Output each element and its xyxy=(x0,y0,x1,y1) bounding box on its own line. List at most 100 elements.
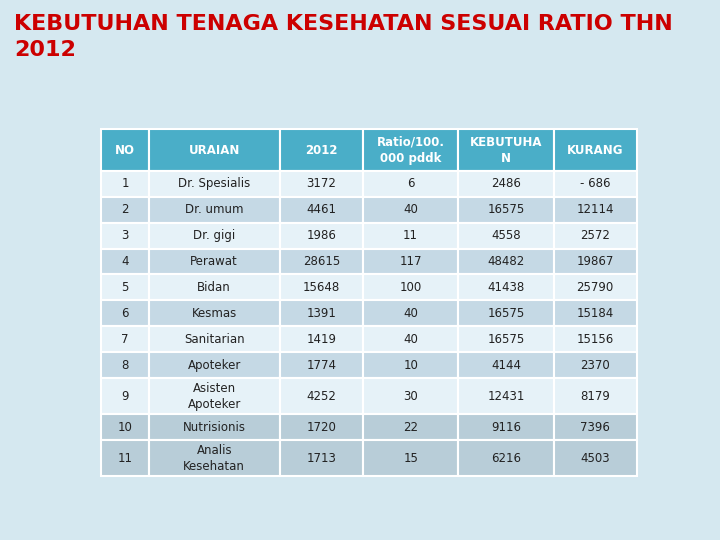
Text: 1774: 1774 xyxy=(307,359,336,372)
Bar xyxy=(149,440,280,476)
Bar xyxy=(363,222,458,248)
Text: 15156: 15156 xyxy=(577,333,614,346)
Bar xyxy=(101,326,149,352)
Bar xyxy=(149,197,280,222)
Bar xyxy=(101,248,149,274)
Text: 4: 4 xyxy=(121,255,129,268)
Bar xyxy=(279,378,363,414)
Bar xyxy=(279,414,363,440)
Text: 4144: 4144 xyxy=(491,359,521,372)
Text: 6: 6 xyxy=(121,307,129,320)
Text: 100: 100 xyxy=(400,281,422,294)
Text: 8179: 8179 xyxy=(580,390,610,403)
Text: 15648: 15648 xyxy=(302,281,340,294)
Bar xyxy=(458,197,554,222)
Bar xyxy=(554,352,636,378)
Text: 30: 30 xyxy=(403,390,418,403)
Text: URAIAN: URAIAN xyxy=(189,144,240,157)
Text: - 686: - 686 xyxy=(580,177,611,190)
Text: 1720: 1720 xyxy=(307,421,336,434)
Text: 1: 1 xyxy=(121,177,129,190)
Text: 11: 11 xyxy=(117,452,132,465)
Bar xyxy=(149,274,280,300)
Text: 48482: 48482 xyxy=(487,255,525,268)
Text: KEBUTUHA
N: KEBUTUHA N xyxy=(469,136,542,165)
Text: 15: 15 xyxy=(403,452,418,465)
Bar xyxy=(363,440,458,476)
Bar xyxy=(149,414,280,440)
Text: Perawat: Perawat xyxy=(190,255,238,268)
Bar xyxy=(279,440,363,476)
Bar xyxy=(101,197,149,222)
Text: Dr. Spesialis: Dr. Spesialis xyxy=(178,177,251,190)
Bar xyxy=(101,352,149,378)
Text: 2370: 2370 xyxy=(580,359,610,372)
Bar xyxy=(279,197,363,222)
Bar xyxy=(279,274,363,300)
Bar xyxy=(101,378,149,414)
Text: 7: 7 xyxy=(121,333,129,346)
Text: 41438: 41438 xyxy=(487,281,525,294)
Bar xyxy=(554,197,636,222)
Bar xyxy=(554,326,636,352)
Text: 5: 5 xyxy=(121,281,129,294)
Text: NO: NO xyxy=(115,144,135,157)
Text: 1419: 1419 xyxy=(307,333,336,346)
Bar xyxy=(554,300,636,326)
Bar xyxy=(458,274,554,300)
Bar xyxy=(101,414,149,440)
Bar xyxy=(101,129,149,171)
Bar xyxy=(149,222,280,248)
Bar xyxy=(363,171,458,197)
Text: Analis
Kesehatan: Analis Kesehatan xyxy=(184,444,246,473)
Bar xyxy=(279,129,363,171)
Bar xyxy=(458,248,554,274)
Text: Apoteker: Apoteker xyxy=(188,359,241,372)
Text: 12431: 12431 xyxy=(487,390,525,403)
Bar xyxy=(279,248,363,274)
Bar xyxy=(554,222,636,248)
Text: 2012: 2012 xyxy=(305,144,338,157)
Bar xyxy=(279,300,363,326)
Text: 6216: 6216 xyxy=(491,452,521,465)
Text: 9: 9 xyxy=(121,390,129,403)
Text: 10: 10 xyxy=(403,359,418,372)
Bar xyxy=(554,248,636,274)
Text: 40: 40 xyxy=(403,203,418,216)
Bar xyxy=(149,378,280,414)
Text: 40: 40 xyxy=(403,307,418,320)
Bar xyxy=(101,300,149,326)
Text: 16575: 16575 xyxy=(487,203,525,216)
Bar xyxy=(554,274,636,300)
Text: Bidan: Bidan xyxy=(197,281,231,294)
Text: Kesmas: Kesmas xyxy=(192,307,237,320)
Bar xyxy=(363,352,458,378)
Bar xyxy=(101,440,149,476)
Bar xyxy=(279,352,363,378)
Text: 2572: 2572 xyxy=(580,229,610,242)
Bar xyxy=(279,222,363,248)
Bar xyxy=(554,440,636,476)
Text: 4461: 4461 xyxy=(307,203,336,216)
Bar xyxy=(149,171,280,197)
Text: 8: 8 xyxy=(121,359,129,372)
Text: Ratio/100.
000 pddk: Ratio/100. 000 pddk xyxy=(377,136,445,165)
Bar xyxy=(149,248,280,274)
Text: 15184: 15184 xyxy=(577,307,614,320)
Bar xyxy=(458,440,554,476)
Bar xyxy=(363,300,458,326)
Text: KURANG: KURANG xyxy=(567,144,624,157)
Bar xyxy=(554,378,636,414)
Text: 11: 11 xyxy=(403,229,418,242)
Text: Sanitarian: Sanitarian xyxy=(184,333,245,346)
Text: 19867: 19867 xyxy=(577,255,614,268)
Text: 22: 22 xyxy=(403,421,418,434)
Text: 3: 3 xyxy=(121,229,129,242)
Bar xyxy=(363,274,458,300)
Bar xyxy=(149,129,280,171)
Text: KEBUTUHAN TENAGA KESEHATAN SESUAI RATIO THN: KEBUTUHAN TENAGA KESEHATAN SESUAI RATIO … xyxy=(14,14,673,33)
Text: 12114: 12114 xyxy=(577,203,614,216)
Text: 3172: 3172 xyxy=(307,177,336,190)
Bar xyxy=(458,352,554,378)
Text: 10: 10 xyxy=(117,421,132,434)
